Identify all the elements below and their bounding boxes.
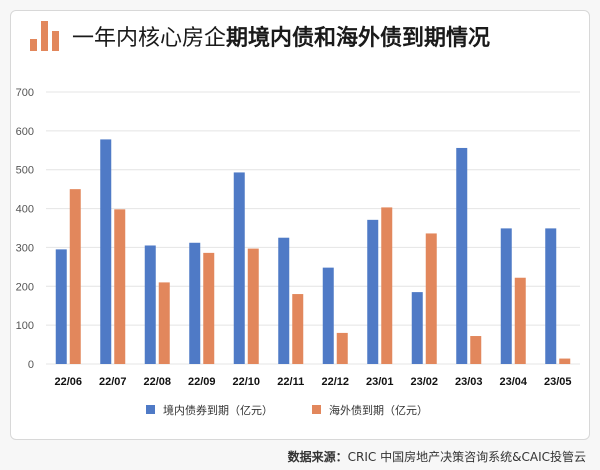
x-tick-label: 22/09	[188, 376, 216, 388]
bar-domestic	[545, 228, 557, 364]
bar-overseas	[292, 294, 304, 364]
y-tick-label: 0	[28, 359, 34, 371]
data-source: 数据来源：CRIC 中国房地产决策咨询系统&CAIC投管云	[288, 448, 586, 465]
bar-overseas	[470, 336, 482, 364]
bar-overseas	[514, 277, 526, 364]
chart-title: 一年内核心房企期境内债和海外债到期情况	[72, 20, 490, 52]
bar-chart: 0 100 200 300 400 500 600 700 22/06 22/07 22/08 22/…	[16, 87, 580, 417]
legend-label: 境内债券到期（亿元）	[163, 403, 273, 417]
bar-domestic	[189, 242, 201, 364]
x-tick-label: 22/08	[143, 376, 171, 388]
y-tick-label: 700	[16, 87, 34, 99]
y-tick-label: 300	[16, 242, 34, 254]
x-tick-label: 22/10	[232, 376, 260, 388]
x-tick-label: 23/05	[544, 376, 572, 388]
x-tick-label: 23/03	[455, 376, 483, 388]
y-tick-label: 500	[16, 165, 34, 177]
bar-domestic	[100, 139, 112, 364]
bar-domestic	[278, 237, 290, 364]
x-tick-label: 22/06	[54, 376, 82, 388]
x-tick-label: 22/07	[99, 376, 127, 388]
y-tick-label: 400	[16, 204, 34, 216]
x-tick-label: 22/12	[321, 376, 349, 388]
bar-overseas	[559, 358, 571, 364]
bar-overseas	[114, 209, 126, 364]
y-tick-label: 100	[16, 320, 34, 332]
legend-swatch	[146, 405, 155, 414]
bar-domestic	[500, 228, 512, 364]
x-tick-label: 22/11	[277, 376, 304, 388]
title-normal: 一年内核心房企	[72, 26, 227, 51]
x-tick-label: 23/01	[366, 376, 394, 388]
bar-overseas	[247, 248, 259, 364]
bar-chart-icon	[30, 21, 64, 51]
bar-overseas	[336, 332, 348, 364]
title-row: 一年内核心房企期境内债和海外债到期情况	[30, 16, 590, 56]
legend-swatch	[312, 405, 321, 414]
bar-overseas	[158, 282, 170, 364]
bar-overseas	[381, 207, 393, 364]
bar-domestic	[322, 267, 334, 364]
bar-domestic	[456, 147, 468, 364]
bar-domestic	[144, 245, 156, 364]
bar-overseas	[203, 252, 215, 364]
bar-domestic	[367, 219, 379, 364]
x-tick-label: 23/02	[410, 376, 438, 388]
source-text: CRIC 中国房地产决策咨询系统&CAIC投管云	[347, 450, 586, 464]
bar-overseas	[425, 233, 437, 364]
bar-overseas	[69, 189, 81, 364]
source-label: 数据来源：	[287, 450, 348, 464]
bar-domestic	[411, 292, 423, 364]
y-tick-label: 600	[16, 126, 34, 138]
bar-domestic	[55, 249, 67, 364]
bar-domestic	[233, 172, 245, 364]
y-tick-label: 200	[16, 281, 34, 293]
title-bold: 期境内债和海外债到期情况	[226, 26, 491, 51]
legend-label: 海外债到期（亿元）	[329, 403, 428, 417]
x-tick-label: 23/04	[499, 376, 527, 388]
